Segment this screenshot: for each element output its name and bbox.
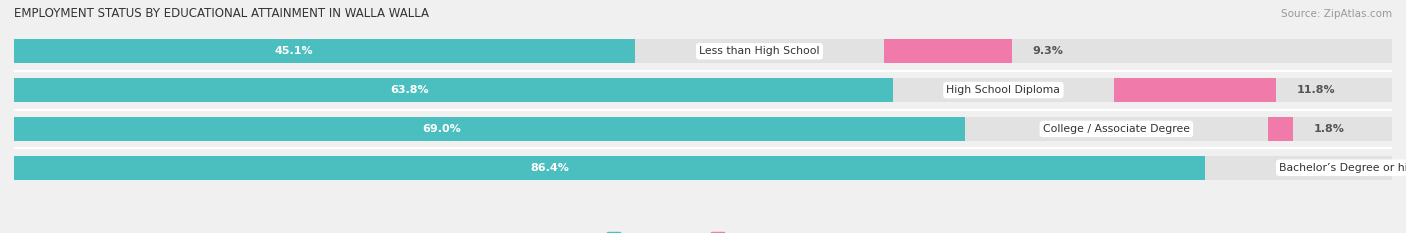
Bar: [14, 39, 636, 63]
Text: 86.4%: 86.4%: [530, 163, 569, 173]
Text: Bachelor’s Degree or higher: Bachelor’s Degree or higher: [1279, 163, 1406, 173]
Bar: [14, 78, 1392, 102]
Text: 1.8%: 1.8%: [1313, 124, 1344, 134]
Bar: [14, 156, 1392, 180]
Bar: [14, 39, 1392, 63]
Text: College / Associate Degree: College / Associate Degree: [1043, 124, 1189, 134]
Bar: [1268, 117, 1292, 141]
Bar: [14, 78, 893, 102]
Bar: [14, 117, 1392, 141]
Legend: In Labor Force, Unemployed: In Labor Force, Unemployed: [603, 228, 803, 233]
Text: 9.3%: 9.3%: [1032, 46, 1063, 56]
Text: 11.8%: 11.8%: [1296, 85, 1336, 95]
Text: 45.1%: 45.1%: [274, 46, 314, 56]
Bar: [14, 117, 965, 141]
Text: High School Diploma: High School Diploma: [946, 85, 1060, 95]
Text: EMPLOYMENT STATUS BY EDUCATIONAL ATTAINMENT IN WALLA WALLA: EMPLOYMENT STATUS BY EDUCATIONAL ATTAINM…: [14, 7, 429, 20]
Bar: [1114, 78, 1277, 102]
Bar: [14, 156, 1205, 180]
Text: Source: ZipAtlas.com: Source: ZipAtlas.com: [1281, 9, 1392, 19]
Bar: [883, 39, 1012, 63]
Text: 63.8%: 63.8%: [391, 85, 429, 95]
Text: Less than High School: Less than High School: [699, 46, 820, 56]
Text: 69.0%: 69.0%: [423, 124, 461, 134]
